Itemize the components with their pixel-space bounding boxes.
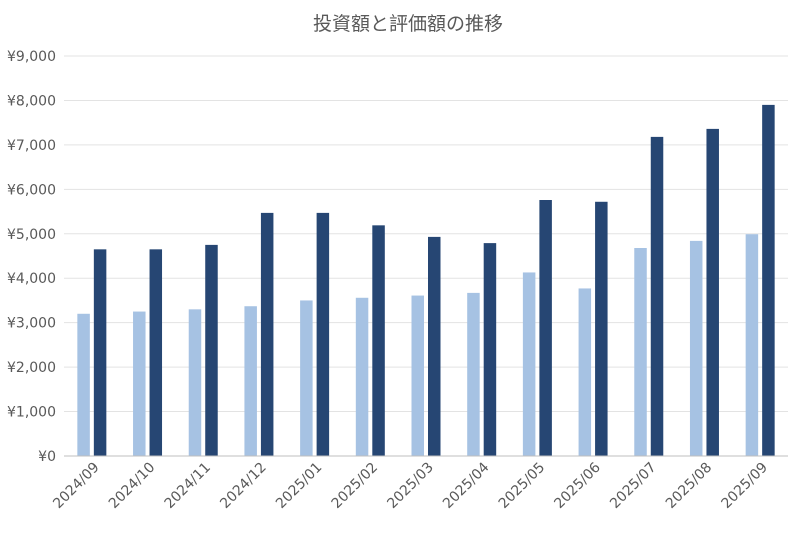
bar-series-2 <box>539 200 552 456</box>
bar-series-2 <box>762 104 775 456</box>
bar-series-1 <box>188 309 202 456</box>
bar-series-1 <box>522 272 536 456</box>
y-tick-label: ¥9,000 <box>7 49 56 65</box>
x-tick-label: 2025/09 <box>719 460 771 512</box>
x-tick-label: 2025/02 <box>329 460 381 512</box>
bar-series-2 <box>595 201 608 456</box>
bar-series-1 <box>355 297 369 456</box>
x-tick-label: 2025/03 <box>384 460 436 512</box>
bar-series-2 <box>260 212 274 456</box>
bar-series-2 <box>483 243 497 456</box>
y-tick-label: ¥1,000 <box>7 405 56 421</box>
y-tick-label: ¥7,000 <box>7 138 56 154</box>
bar-series-2 <box>205 244 218 456</box>
chart-title: 投資額と評価額の推移 <box>313 13 503 35</box>
x-axis-ticks: 2024/09 2024/10 2024/11 2024/12 2025/01 2025/… <box>50 459 771 512</box>
x-tick-label: 2025/08 <box>663 460 715 512</box>
x-tick-label: 2024/12 <box>217 460 269 512</box>
bar-series-1 <box>689 240 703 456</box>
bar-series-2 <box>149 249 163 456</box>
bars <box>77 104 775 456</box>
x-tick-label: 2024/10 <box>106 460 158 512</box>
x-tick-label: 2025/06 <box>551 459 604 512</box>
x-tick-label: 2025/05 <box>496 460 548 512</box>
bar-series-1 <box>634 248 647 456</box>
bar-series-2 <box>428 236 441 456</box>
bar-series-1 <box>745 234 759 456</box>
x-tick-label: 2025/07 <box>607 460 659 512</box>
x-tick-label: 2025/01 <box>273 460 325 512</box>
y-tick-label: ¥2,000 <box>7 360 56 376</box>
y-tick-label: ¥6,000 <box>7 182 56 198</box>
y-tick-label: ¥5,000 <box>7 227 56 243</box>
gridlines <box>64 55 788 413</box>
y-tick-label: ¥0 <box>38 449 56 465</box>
x-tick-label: 2025/04 <box>440 459 493 512</box>
bar-series-1 <box>300 300 313 456</box>
bar-series-2 <box>372 225 385 456</box>
bar-series-1 <box>244 306 257 456</box>
bar-series-2 <box>706 128 719 456</box>
bar-series-2 <box>93 249 107 456</box>
y-tick-label: ¥8,000 <box>7 93 56 109</box>
y-tick-label: ¥4,000 <box>7 271 56 287</box>
bar-series-2 <box>316 212 330 456</box>
bar-series-1 <box>578 288 592 456</box>
y-tick-label: ¥3,000 <box>7 316 56 332</box>
bar-series-1 <box>411 295 424 456</box>
bar-series-2 <box>650 136 664 456</box>
bar-series-1 <box>77 313 90 456</box>
x-tick-label: 2024/09 <box>50 460 102 512</box>
bar-series-1 <box>133 311 146 456</box>
y-axis-ticks: ¥0 ¥1,000 ¥2,000 ¥3,000 ¥4,000 ¥5,000 ¥6,000 ¥7… <box>7 49 56 465</box>
x-tick-label: 2024/11 <box>162 460 214 512</box>
bar-series-1 <box>467 292 480 456</box>
